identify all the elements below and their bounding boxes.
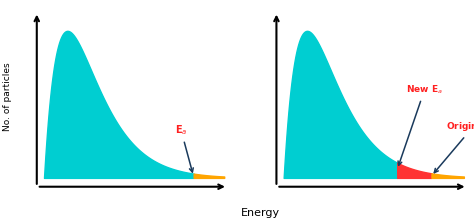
Text: New E$_a$: New E$_a$ <box>398 83 443 165</box>
Text: E$_a$: E$_a$ <box>175 123 193 172</box>
Text: Energy: Energy <box>241 208 280 218</box>
Text: No. of particles: No. of particles <box>3 63 12 131</box>
Text: Original E$_a$: Original E$_a$ <box>434 120 474 173</box>
